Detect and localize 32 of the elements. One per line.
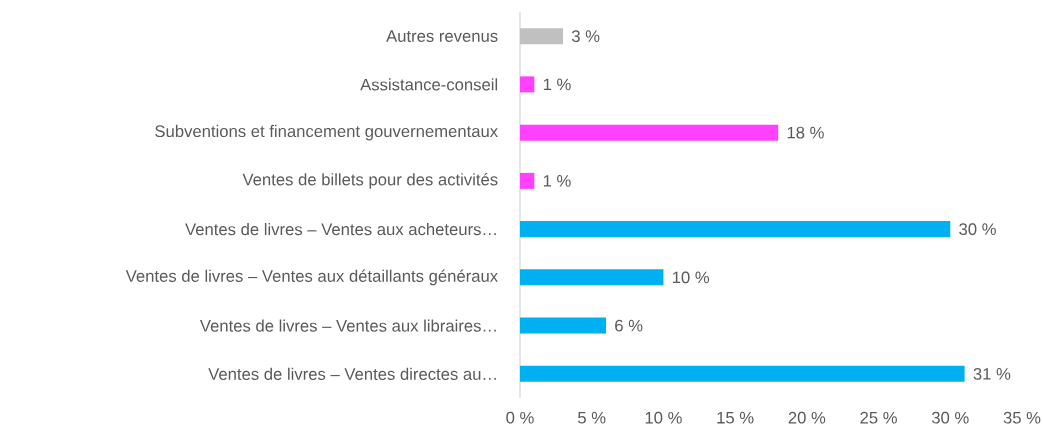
x-tick-label: 5 % [578,411,606,424]
x-tick-label: 25 % [860,411,897,424]
x-tick-label: 20 % [788,411,826,424]
x-tick-label: 35 % [1003,411,1041,424]
bar [520,269,664,286]
x-tick-label: 30 % [931,411,969,424]
y-tick-label: Assistance-conseil [360,78,498,91]
data-label: 18 % [787,126,824,139]
data-label: 10 % [672,271,710,284]
bar [520,221,951,238]
data-label: 3 % [571,30,600,43]
y-tick-label: Ventes de livres – Ventes aux acheteurs… [185,222,496,236]
y-tick-label: Ventes de billets pour des activités [242,173,498,189]
y-tick-label: Ventes de livres – Ventes directes au… [208,367,496,380]
y-tick-label: Ventes de livres – Ventes aux détaillants généraux [125,269,498,286]
bar [520,28,564,45]
data-label: 31 % [973,367,1011,380]
y-tick-label: Autres revenus [386,30,498,42]
x-tick-label: 15 % [717,411,754,424]
bar [520,76,535,93]
x-tick-label: 10 % [645,411,682,424]
bar [520,172,535,189]
y-tick-label: Ventes de livres – Ventes aux libraires… [199,319,496,332]
data-label: 1 % [543,78,571,91]
x-tick-label: 0 % [506,411,534,424]
y-tick-label: Subventions et financement gouvernementaux [155,124,498,141]
data-label: 1 % [543,175,571,187]
bar [520,124,779,141]
bar [520,317,607,334]
data-label: 6 % [615,319,643,332]
bar [520,365,965,382]
data-label: 30 % [959,223,996,236]
